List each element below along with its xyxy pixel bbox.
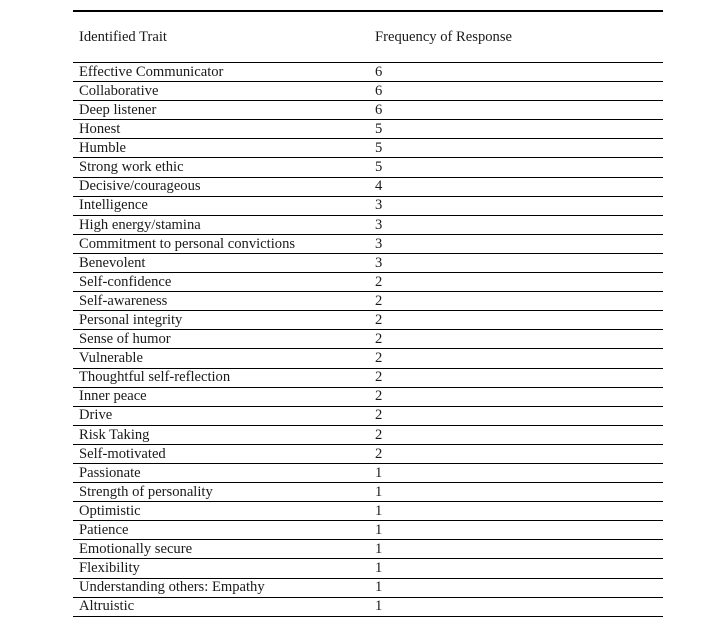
trait-cell: Drive (79, 408, 113, 424)
frequency-cell: 5 (375, 160, 383, 175)
table-header-row: Identified Trait Frequency of Response (73, 10, 663, 63)
trait-cell: Decisive/courageous (79, 179, 201, 194)
column-header-frequency: Frequency of Response (375, 29, 512, 45)
frequency-cell: 2 (375, 312, 383, 328)
table-body: Effective Communicator 6 Collaborative 6… (73, 63, 663, 617)
trait-cell: Thoughtful self-reflection (79, 370, 231, 385)
frequency-cell: 3 (375, 198, 383, 213)
table-row: Risk Taking 2 (73, 426, 663, 445)
frequency-cell: 6 (375, 102, 383, 118)
trait-cell: Benevolent (79, 255, 146, 271)
table-row: Sense of humor 2 (73, 330, 663, 350)
table-row: Passionate 1 (73, 464, 663, 484)
frequency-cell: 2 (375, 293, 383, 309)
frequency-cell: 5 (375, 141, 383, 156)
frequency-cell: 2 (375, 332, 383, 347)
trait-cell: Altruistic (79, 599, 135, 614)
trait-cell: Intelligence (79, 198, 148, 213)
trait-cell: Commitment to personal convictions (79, 236, 296, 252)
trait-cell: Personal integrity (79, 312, 183, 328)
trait-cell: Flexibility (79, 561, 140, 576)
table-row: Honest 5 (73, 120, 663, 140)
table-row: Collaborative 6 (73, 82, 663, 102)
trait-cell: Emotionally secure (79, 542, 193, 557)
frequency-cell: 3 (375, 255, 383, 271)
table-row: Flexibility 1 (73, 559, 663, 579)
frequency-cell: 1 (375, 580, 383, 595)
table-row: Drive 2 (73, 407, 663, 426)
trait-cell: Self-awareness (79, 293, 168, 309)
frequency-cell: 5 (375, 122, 383, 137)
frequency-cell: 3 (375, 236, 383, 252)
trait-cell: Inner peace (79, 389, 147, 404)
frequency-cell: 6 (375, 64, 383, 80)
table-row: Self-motivated 2 (73, 445, 663, 464)
frequency-cell: 6 (375, 83, 383, 99)
frequency-cell: 1 (375, 561, 383, 576)
trait-cell: Passionate (79, 465, 141, 481)
trait-frequency-table: Identified Trait Frequency of Response E… (73, 10, 663, 617)
table-row: Vulnerable 2 (73, 349, 663, 369)
frequency-cell: 2 (375, 427, 383, 443)
table-row: Thoughtful self-reflection 2 (73, 369, 663, 388)
table-row: Inner peace 2 (73, 388, 663, 407)
trait-cell: High energy/stamina (79, 217, 201, 233)
frequency-cell: 4 (375, 179, 383, 194)
trait-cell: Strength of personality (79, 484, 213, 500)
table-row: Commitment to personal convictions 3 (73, 235, 663, 254)
trait-cell: Humble (79, 141, 127, 156)
table-row: Self-awareness 2 (73, 292, 663, 312)
frequency-cell: 1 (375, 599, 383, 614)
frequency-cell: 1 (375, 484, 383, 500)
trait-cell: Optimistic (79, 503, 141, 519)
table-row: Understanding others: Empathy 1 (73, 579, 663, 598)
table-row: Decisive/courageous 4 (73, 178, 663, 197)
frequency-cell: 1 (375, 523, 383, 538)
frequency-cell: 2 (375, 370, 383, 385)
trait-cell: Self-confidence (79, 274, 172, 290)
frequency-cell: 1 (375, 465, 383, 481)
table-row: Humble 5 (73, 139, 663, 159)
table-row: High energy/stamina 3 (73, 216, 663, 235)
trait-cell: Honest (79, 122, 121, 137)
table-row: Benevolent 3 (73, 254, 663, 274)
table-row: Patience 1 (73, 521, 663, 541)
trait-cell: Deep listener (79, 102, 157, 118)
trait-cell: Understanding others: Empathy (79, 580, 265, 595)
table-row: Deep listener 6 (73, 101, 663, 121)
frequency-cell: 2 (375, 446, 383, 462)
table-row: Strong work ethic 5 (73, 158, 663, 178)
frequency-cell: 2 (375, 408, 383, 424)
trait-cell: Patience (79, 523, 129, 538)
table-row: Self-confidence 2 (73, 273, 663, 293)
frequency-cell: 2 (375, 351, 383, 366)
frequency-cell: 2 (375, 389, 383, 404)
frequency-cell: 1 (375, 542, 383, 557)
table-row: Emotionally secure 1 (73, 540, 663, 560)
table-row: Altruistic 1 (73, 598, 663, 617)
trait-cell: Risk Taking (79, 427, 150, 443)
trait-cell: Self-motivated (79, 446, 166, 462)
table-row: Intelligence 3 (73, 197, 663, 216)
trait-cell: Collaborative (79, 83, 159, 99)
trait-cell: Strong work ethic (79, 160, 184, 175)
frequency-cell: 3 (375, 217, 383, 233)
table-row: Optimistic 1 (73, 502, 663, 522)
frequency-cell: 1 (375, 503, 383, 519)
table-row: Strength of personality 1 (73, 483, 663, 503)
trait-cell: Vulnerable (79, 351, 143, 366)
frequency-cell: 2 (375, 274, 383, 290)
column-header-trait: Identified Trait (79, 29, 167, 45)
table-row: Effective Communicator 6 (73, 63, 663, 83)
trait-cell: Effective Communicator (79, 64, 224, 80)
table-row: Personal integrity 2 (73, 311, 663, 331)
trait-cell: Sense of humor (79, 332, 171, 347)
